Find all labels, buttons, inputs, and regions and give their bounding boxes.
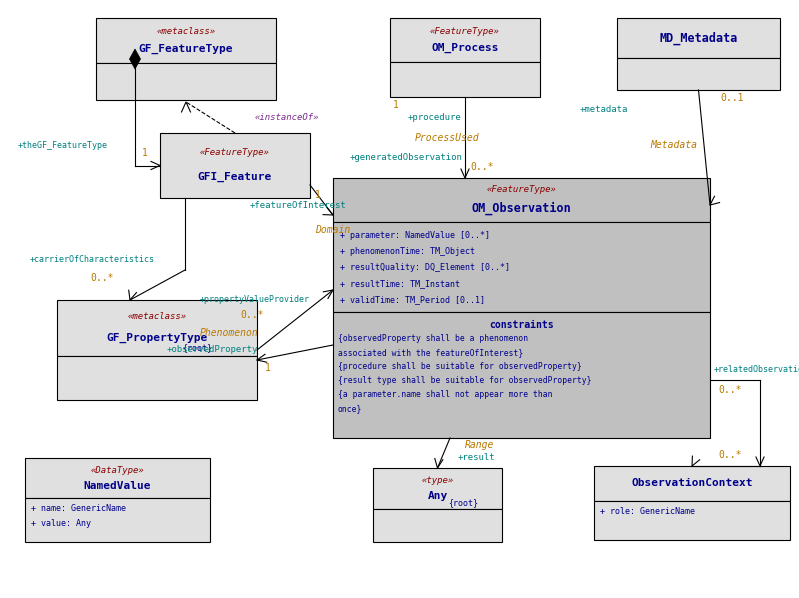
Text: associated with the featureOfInterest}: associated with the featureOfInterest} (338, 348, 523, 357)
Text: MD_Metadata: MD_Metadata (659, 31, 737, 45)
Text: 1: 1 (142, 148, 148, 158)
Text: + role: GenericName: + role: GenericName (600, 507, 695, 516)
Text: + validTime: TM_Period [0..1]: + validTime: TM_Period [0..1] (340, 295, 485, 304)
Bar (25, 498, 210, 542)
Bar (25, 458, 210, 498)
Text: 1: 1 (393, 100, 399, 110)
Text: 1: 1 (315, 190, 321, 200)
Polygon shape (129, 49, 141, 69)
Bar (57, 356, 257, 400)
Text: +metadata: +metadata (580, 105, 628, 114)
Text: + phenomenonTime: TM_Object: + phenomenonTime: TM_Object (340, 247, 475, 256)
Bar (57, 300, 257, 356)
Text: +featureOfInterest: +featureOfInterest (250, 200, 347, 209)
Text: + value: Any: + value: Any (31, 519, 91, 528)
Text: «metaclass»: «metaclass» (157, 27, 216, 36)
Text: + resultQuality: DQ_Element [0..*]: + resultQuality: DQ_Element [0..*] (340, 263, 510, 272)
Text: «metaclass»: «metaclass» (127, 312, 186, 321)
Text: + resultTime: TM_Instant: + resultTime: TM_Instant (340, 279, 460, 288)
Bar (373, 468, 502, 509)
Text: + name: GenericName: + name: GenericName (31, 504, 126, 513)
Text: GF_FeatureType: GF_FeatureType (139, 44, 233, 54)
Text: ObservationContext: ObservationContext (631, 478, 753, 489)
Text: +generatedObservation: +generatedObservation (350, 154, 463, 163)
Text: Range: Range (465, 440, 495, 450)
Text: «instanceOf»: «instanceOf» (255, 114, 320, 123)
Bar (333, 178, 710, 222)
Bar (617, 58, 780, 90)
Text: 0..*: 0..* (718, 450, 741, 460)
Text: 0..*: 0..* (90, 273, 113, 283)
Text: OM_Observation: OM_Observation (471, 202, 571, 215)
Text: GF_PropertyType: GF_PropertyType (106, 333, 208, 343)
Text: 0..1: 0..1 (720, 93, 744, 103)
Text: +observedProperty: +observedProperty (167, 346, 258, 355)
Bar (594, 466, 790, 501)
Bar (390, 18, 540, 62)
Bar (594, 501, 790, 540)
Text: Domain: Domain (315, 225, 350, 235)
Text: {observedProperty shall be a phenomenon: {observedProperty shall be a phenomenon (338, 334, 528, 343)
Bar (96, 18, 276, 63)
Text: +result: +result (458, 453, 495, 462)
Text: Any: Any (427, 491, 447, 501)
Bar (373, 509, 502, 542)
Text: once}: once} (338, 404, 363, 413)
Text: {root}: {root} (182, 343, 212, 352)
Text: 0..*: 0..* (470, 162, 494, 172)
Text: {procedure shall be suitable for observedProperty}: {procedure shall be suitable for observe… (338, 362, 582, 371)
Bar (617, 18, 780, 58)
Text: + parameter: NamedValue [0..*]: + parameter: NamedValue [0..*] (340, 231, 490, 240)
Text: constraints: constraints (489, 320, 554, 330)
Text: +relatedObservation: +relatedObservation (714, 365, 799, 374)
Text: «DataType»: «DataType» (90, 466, 145, 475)
Text: +procedure: +procedure (408, 114, 462, 123)
Text: NamedValue: NamedValue (84, 481, 151, 491)
Text: «FeatureType»: «FeatureType» (430, 27, 500, 36)
Bar (333, 222, 710, 312)
Text: 1: 1 (265, 363, 271, 373)
Bar (96, 63, 276, 100)
Bar (160, 133, 310, 198)
Text: 0..*: 0..* (240, 310, 264, 320)
Text: ProcessUsed: ProcessUsed (415, 133, 479, 143)
Text: GFI_Feature: GFI_Feature (198, 172, 272, 182)
Text: «FeatureType»: «FeatureType» (487, 185, 556, 194)
Text: OM_Process: OM_Process (431, 43, 499, 53)
Text: +carrierOfCharacteristics: +carrierOfCharacteristics (30, 255, 155, 264)
Bar (390, 62, 540, 97)
Bar (333, 312, 710, 438)
Text: +theGF_FeatureType: +theGF_FeatureType (18, 141, 108, 150)
Text: «FeatureType»: «FeatureType» (200, 148, 270, 157)
Text: {a parameter.name shall not appear more than: {a parameter.name shall not appear more … (338, 390, 552, 399)
Text: {root}: {root} (448, 498, 479, 507)
Text: «type»: «type» (421, 476, 454, 485)
Text: +propertyValueProvider: +propertyValueProvider (200, 295, 310, 304)
Text: {result type shall be suitable for observedProperty}: {result type shall be suitable for obser… (338, 376, 591, 385)
Text: Phenomenon: Phenomenon (199, 328, 258, 338)
Text: 0..*: 0..* (718, 385, 741, 395)
Text: Metadata: Metadata (650, 140, 697, 150)
